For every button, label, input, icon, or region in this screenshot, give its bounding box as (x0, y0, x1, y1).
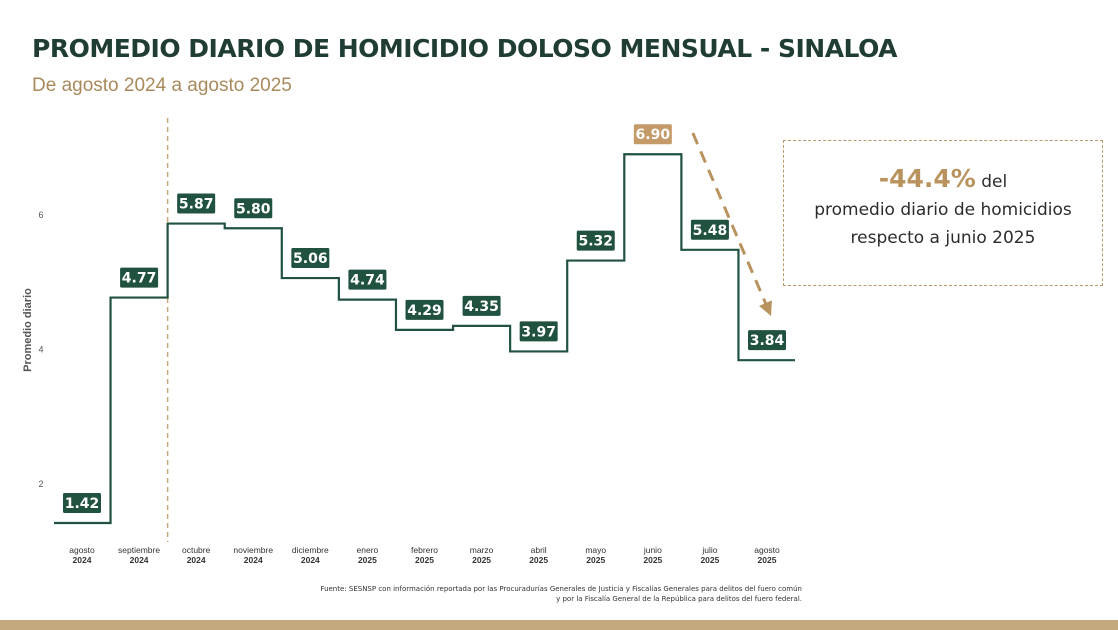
x-tick-year: 2025 (700, 555, 719, 565)
x-tick-year: 2025 (415, 555, 434, 565)
y-tick-label: 2 (38, 479, 43, 489)
x-tick-month: abril (531, 545, 547, 555)
x-tick-month: diciembre (292, 545, 329, 555)
x-tick-month: septiembre (118, 545, 160, 555)
data-label-box (633, 124, 672, 145)
data-label: 4.74 (350, 273, 385, 289)
trend-arrow-head (759, 300, 772, 316)
x-tick-year: 2025 (643, 555, 662, 565)
data-label-box (291, 248, 330, 269)
data-label-box (234, 198, 273, 219)
data-label-box (120, 267, 159, 288)
x-tick-year: 2025 (586, 555, 605, 565)
data-label-box (690, 219, 729, 240)
chart-subtitle: De agosto 2024 a agosto 2025 (32, 75, 292, 96)
x-tick-month: agosto (69, 545, 95, 555)
x-tick-month: enero (357, 545, 379, 555)
x-tick-month: junio (643, 545, 662, 555)
x-tick-year: 2025 (472, 555, 491, 565)
data-label-box (519, 321, 558, 342)
source-note: Fuente: SESNSP con información reportada… (246, 584, 802, 604)
callout-text-3: respecto a junio 2025 (850, 228, 1036, 248)
data-label: 4.35 (464, 299, 499, 315)
data-label: 5.87 (179, 197, 214, 213)
series-step-line (54, 153, 795, 525)
x-tick-month: mayo (585, 545, 606, 555)
x-tick-month: febrero (411, 545, 438, 555)
y-tick-label: 6 (38, 210, 43, 220)
x-tick-year: 2025 (758, 555, 777, 565)
source-line-2: y por la Fiscalía General de la Repúblic… (556, 595, 802, 603)
data-label-box (177, 193, 216, 214)
data-label: 4.29 (407, 303, 442, 319)
callout-text-1: del (981, 172, 1008, 192)
bottom-bar (0, 620, 1118, 630)
data-label-box (576, 230, 615, 251)
x-tick-year: 2024 (244, 555, 263, 565)
change-callout: -44.4% del promedio diario de homicidios… (783, 140, 1103, 286)
x-tick-year: 2024 (73, 555, 92, 565)
source-line-1: Fuente: SESNSP con información reportada… (320, 585, 802, 593)
data-label: 4.77 (122, 271, 157, 287)
data-label-box (405, 299, 444, 320)
data-label: 1.42 (65, 496, 100, 512)
data-label-box (348, 269, 387, 290)
x-tick-month: marzo (470, 545, 494, 555)
callout-text-2: promedio diario de homicidios (814, 200, 1072, 220)
data-label: 5.06 (293, 251, 328, 267)
x-tick-year: 2024 (130, 555, 149, 565)
change-percentage: -44.4% (878, 164, 976, 193)
data-label: 3.84 (750, 333, 785, 349)
data-label-box (63, 493, 101, 514)
x-tick-year: 2025 (529, 555, 548, 565)
y-tick-label: 4 (38, 344, 43, 354)
data-label: 5.80 (236, 201, 271, 217)
x-tick-year: 2025 (358, 555, 377, 565)
x-tick-month: noviembre (233, 545, 273, 555)
chart-title: PROMEDIO DIARIO DE HOMICIDIO DOLOSO MENS… (32, 34, 898, 63)
x-tick-month: julio (701, 545, 717, 555)
data-label-box (748, 330, 786, 351)
x-tick-year: 2024 (187, 555, 206, 565)
data-label-box (462, 295, 501, 316)
data-label: 5.32 (578, 234, 613, 250)
x-tick-year: 2024 (301, 555, 320, 565)
trend-arrow-line (691, 132, 773, 317)
x-tick-month: agosto (754, 545, 780, 555)
x-tick-month: octubre (182, 545, 211, 555)
data-label: 3.97 (521, 324, 556, 340)
data-label: 6.90 (636, 127, 671, 143)
y-axis-label: Promedio diario (22, 288, 34, 372)
data-label: 5.48 (693, 223, 728, 239)
